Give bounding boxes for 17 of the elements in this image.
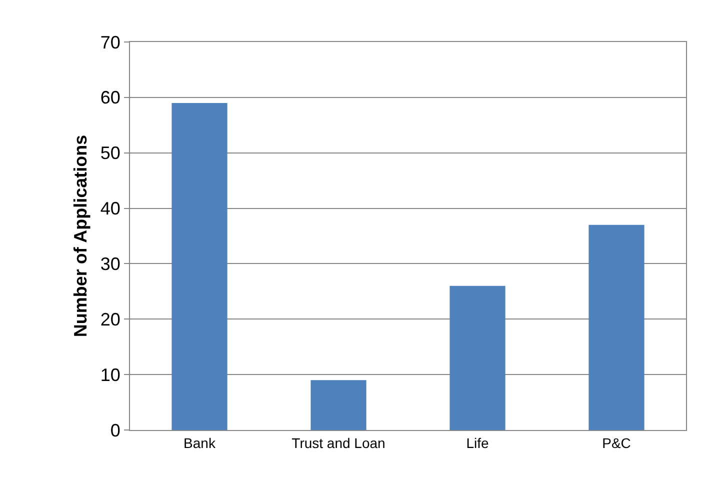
x-tick-label: Life bbox=[466, 434, 489, 451]
x-tick-label: P&C bbox=[602, 434, 631, 451]
y-tick-label: 70 bbox=[100, 32, 120, 52]
bar bbox=[310, 380, 366, 430]
bar bbox=[172, 102, 228, 430]
y-tick-label: 0 bbox=[110, 420, 120, 440]
y-tick-label: 30 bbox=[100, 254, 120, 274]
x-tick-label: Bank bbox=[184, 434, 216, 451]
y-tick-label: 60 bbox=[100, 88, 120, 108]
y-axis-title: Number of Applications bbox=[70, 134, 91, 338]
y-tick-label: 40 bbox=[100, 198, 120, 219]
x-tick-label: Trust and Loan bbox=[292, 434, 386, 451]
bar bbox=[450, 286, 506, 430]
y-tick-label: 20 bbox=[100, 309, 120, 330]
y-tick-label: 10 bbox=[100, 364, 120, 385]
bar bbox=[588, 224, 644, 430]
y-tick-label: 50 bbox=[100, 143, 120, 164]
